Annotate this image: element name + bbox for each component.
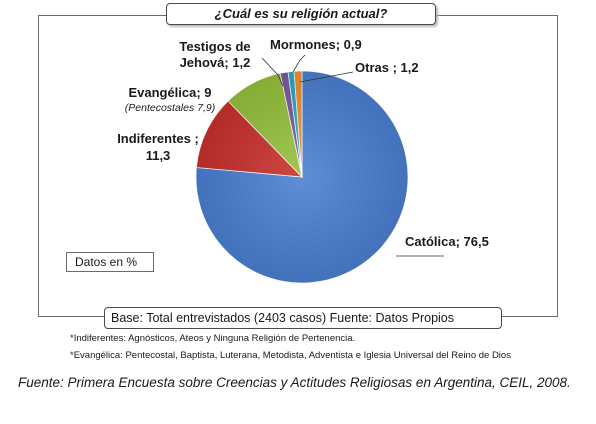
chart-title: ¿Cuál es su religión actual?: [166, 3, 436, 25]
slice-label-mormones: Mormones; 0,9: [270, 37, 362, 52]
leader-line-mormones: [292, 54, 306, 73]
slice-label-testigos-de-jehova-1: Testigos de: [179, 39, 250, 54]
figure-caption: Fuente: Primera Encuesta sobre Creencias…: [18, 375, 571, 390]
leader-line-otras: [299, 71, 354, 83]
units-label: Datos en %: [66, 252, 154, 272]
footnote-evangelica: *Evangélica: Pentecostal, Baptista, Lute…: [70, 350, 511, 361]
slice-label-indiferentes-2: 11,3: [146, 148, 171, 163]
slice-label-testigos-de-jehova-2: Jehová; 1,2: [180, 55, 251, 70]
slice-sublabel-evangelica: (Pentecostales 7,9): [125, 102, 215, 114]
slice-label-catolica: Católica; 76,5: [405, 234, 489, 249]
leader-line-testigos-de-jehova: [261, 57, 284, 87]
slice-label-otras: Otras ; 1,2: [355, 60, 419, 75]
footnote-indiferentes: *Indiferentes: Agnósticos, Ateos y Ningu…: [70, 333, 356, 344]
slice-label-indiferentes-1: Indiferentes ;: [117, 131, 199, 146]
pie-shading: [196, 71, 408, 283]
base-note: Base: Total entrevistados (2403 casos) F…: [104, 307, 502, 329]
slice-label-evangelica: Evangélica; 9: [128, 85, 211, 100]
